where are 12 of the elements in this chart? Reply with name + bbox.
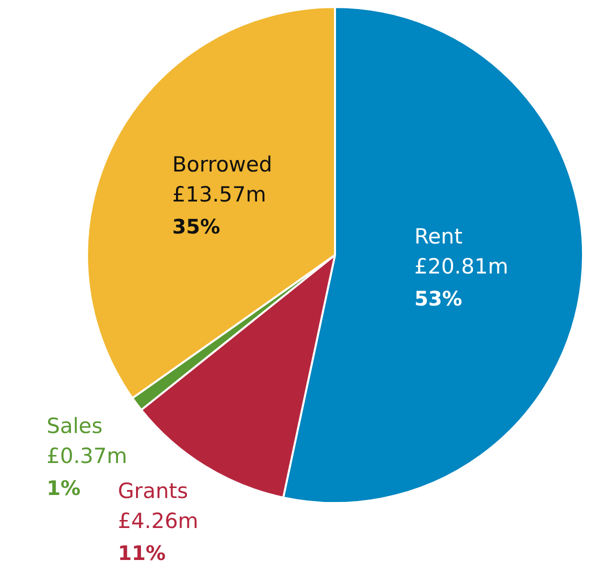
data-label: £20.81m bbox=[414, 254, 508, 278]
slice-label: Borrowed bbox=[172, 152, 272, 177]
text: 1% bbox=[46, 476, 81, 500]
text: 53% bbox=[414, 286, 462, 310]
slice-label: Rent bbox=[414, 224, 462, 248]
data-label: £4.26m bbox=[118, 509, 198, 534]
slice-label: Sales bbox=[46, 414, 103, 438]
text: 35% bbox=[172, 214, 220, 239]
text: 11% bbox=[118, 541, 166, 566]
data-label: £0.37m bbox=[46, 444, 128, 468]
data-label: £13.57m bbox=[172, 182, 266, 207]
slice-label: Grants bbox=[118, 479, 188, 504]
